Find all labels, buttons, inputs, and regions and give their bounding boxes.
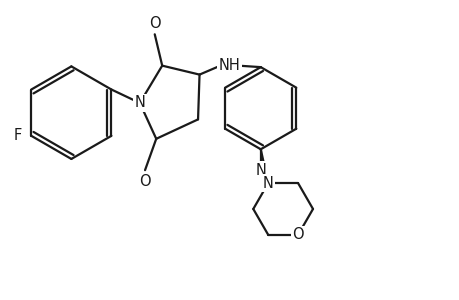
Text: O: O: [149, 16, 160, 31]
Text: N: N: [134, 95, 145, 110]
Text: N: N: [255, 163, 266, 178]
Text: F: F: [14, 128, 22, 143]
Text: O: O: [291, 227, 303, 242]
Text: NH: NH: [218, 58, 240, 73]
Text: O: O: [139, 174, 151, 189]
Text: N: N: [262, 176, 273, 190]
